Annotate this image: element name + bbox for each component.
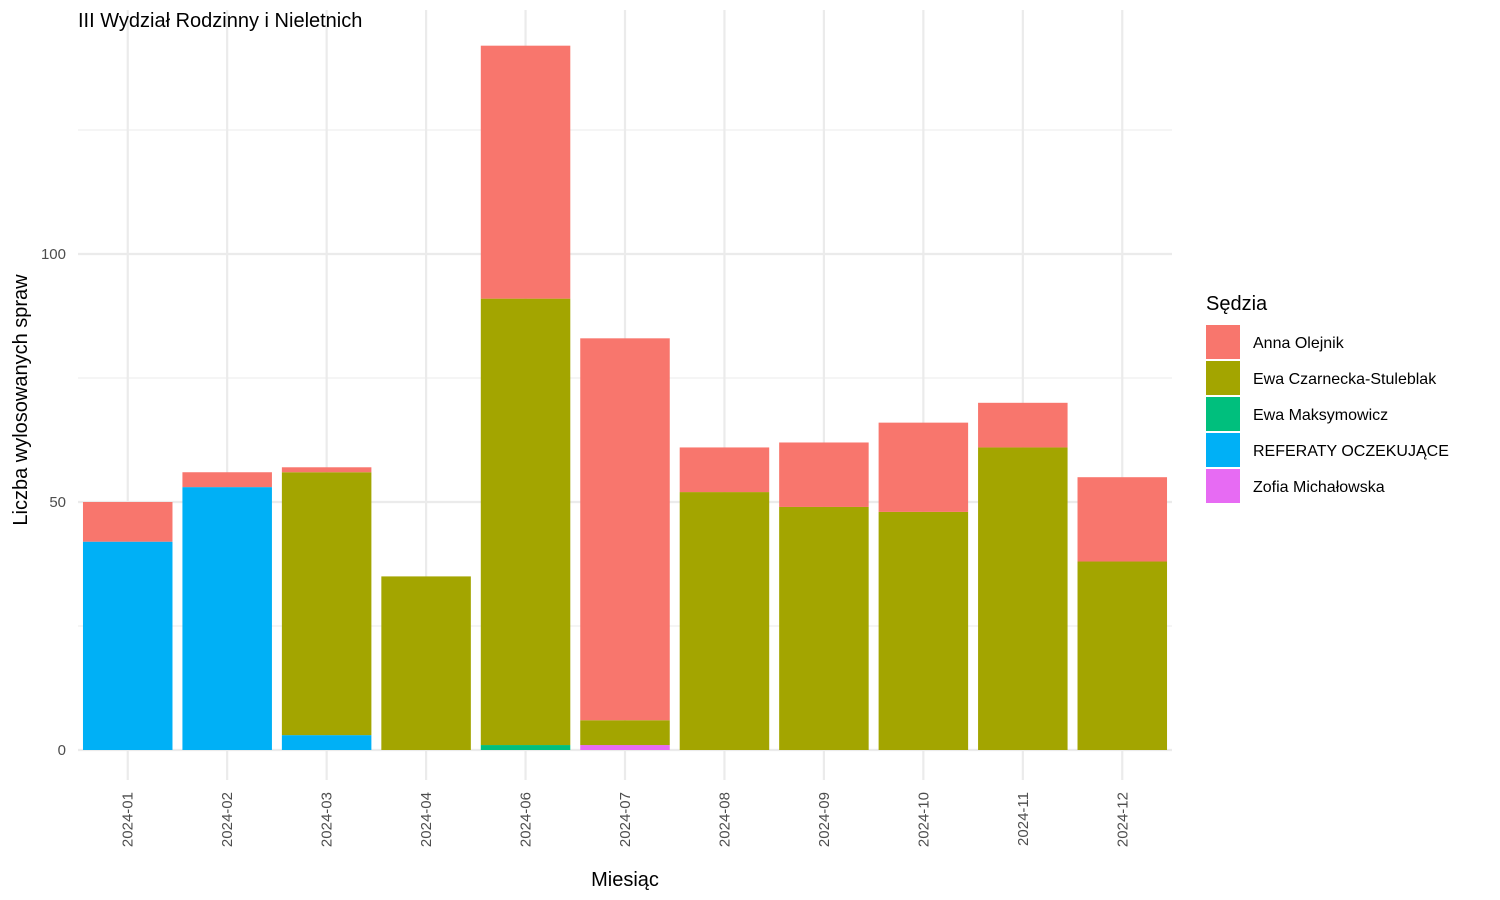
bar-segment xyxy=(281,467,372,473)
bar-segment xyxy=(82,541,173,750)
x-tick-label: 2024-09 xyxy=(816,792,833,847)
bar-segment xyxy=(978,447,1068,750)
legend-title: Sędzia xyxy=(1206,293,1268,315)
x-tick-label: 2024-11 xyxy=(1015,792,1032,846)
x-tick-label: 2024-10 xyxy=(915,792,932,847)
x-tick-label: 2024-04 xyxy=(418,792,435,847)
bar-segment xyxy=(878,511,969,750)
legend-label: Anna Olejnik xyxy=(1253,335,1345,352)
bar-segment xyxy=(679,447,770,493)
bar-segment xyxy=(878,422,969,512)
x-tick-label: 2024-01 xyxy=(120,792,137,847)
bar-segment xyxy=(978,402,1068,448)
chart-title: III Wydział Rodzinny i Nieletnich xyxy=(78,10,362,32)
bars xyxy=(82,45,1168,750)
legend-key xyxy=(1206,397,1240,431)
bar-segment xyxy=(580,720,670,746)
legend-label: Ewa Czarnecka-Stuleblak xyxy=(1253,371,1437,388)
legend-key xyxy=(1206,361,1240,395)
x-tick-label: 2024-08 xyxy=(716,792,733,847)
bar-segment xyxy=(381,576,471,750)
legend: Sędzia Anna Olejnik Ewa Czarnecka-Stulebl… xyxy=(1206,293,1449,503)
x-tick-label: 2024-06 xyxy=(518,792,535,847)
x-tick-label: 2024-07 xyxy=(617,792,634,847)
bar-segment xyxy=(1077,561,1168,750)
x-tick-label: 2024-02 xyxy=(219,792,236,847)
bar-segment xyxy=(679,492,770,750)
y-tick-label: 0 xyxy=(58,742,66,759)
bar-segment xyxy=(580,745,670,750)
legend-label: Ewa Maksymowicz xyxy=(1253,407,1388,424)
bar-segment xyxy=(182,487,272,750)
x-axis-tick-labels: 2024-01 2024-02 2024-03 2024-04 2024-06 2024-… xyxy=(120,792,1132,847)
legend-key xyxy=(1206,433,1240,467)
legend-key xyxy=(1206,325,1240,359)
bar-segment xyxy=(580,338,670,721)
x-tick-label: 2024-12 xyxy=(1114,792,1131,847)
bar-segment xyxy=(82,502,173,542)
bar-segment xyxy=(779,506,869,750)
y-axis-title: Liczba wylosowanych spraw xyxy=(10,274,32,526)
y-axis-tick-labels: 0 50 100 xyxy=(41,246,66,759)
bar-segment xyxy=(480,298,571,746)
legend-label: Zofia Michałowska xyxy=(1253,479,1385,496)
bar-segment xyxy=(1077,477,1168,562)
y-tick-label: 100 xyxy=(41,246,66,263)
bar-segment xyxy=(480,745,571,750)
bar-segment xyxy=(182,472,272,488)
x-tick-label: 2024-03 xyxy=(319,792,336,847)
legend-key xyxy=(1206,469,1240,503)
bar-segment xyxy=(281,472,372,736)
y-tick-label: 50 xyxy=(49,494,66,511)
legend-label: REFERATY OCZEKUJĄCE xyxy=(1253,443,1449,460)
x-axis-title: Miesiąc xyxy=(591,869,659,891)
bar-segment xyxy=(779,442,869,507)
bar-segment xyxy=(281,735,372,750)
bar-segment xyxy=(480,45,571,299)
